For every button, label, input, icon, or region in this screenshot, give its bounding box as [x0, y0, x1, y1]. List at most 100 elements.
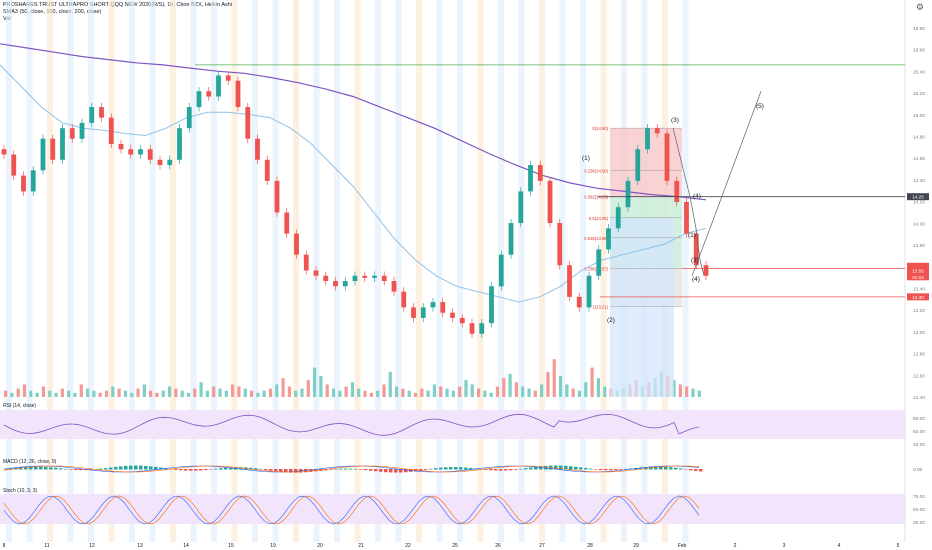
stoch-pane[interactable]: Stoch (10, 3, 3) 75.00 50.00 25.00 [3, 488, 925, 526]
candle-body [323, 275, 329, 282]
session-stripe [682, 0, 689, 542]
candle-body [274, 180, 280, 213]
candle-body [303, 254, 309, 271]
volume-bar [338, 390, 342, 397]
macd-hist-bar [614, 469, 618, 471]
macd-hist-bar [309, 469, 313, 472]
volume-bar [79, 384, 83, 397]
macd-hist-bar [69, 469, 73, 470]
macd-hist-bar [434, 468, 438, 470]
fib-label: 0.618(13.86) [584, 236, 608, 241]
macd-hist-bar [459, 467, 463, 470]
macd-hist-bar [624, 468, 628, 470]
volume-bar [363, 390, 367, 397]
macd-hist-bar [674, 467, 678, 470]
macd-hist-bar [109, 467, 113, 470]
volume-bar [344, 386, 348, 397]
session-stripe [67, 0, 74, 542]
macd-hist-bar [149, 466, 153, 470]
settings-icon[interactable]: ⚙ [915, 2, 924, 12]
time-tick: 22 [405, 543, 411, 549]
macd-hist-bar [439, 467, 443, 470]
macd-hist-bar [239, 467, 243, 470]
volume-bar [521, 386, 525, 397]
fib-label: 1(13.21) [592, 304, 608, 309]
session-stripe [354, 0, 361, 542]
candle-body [703, 265, 709, 276]
candle-body [606, 228, 611, 250]
volume-bar [571, 388, 575, 397]
macd-hist-bar [29, 466, 33, 470]
candle-body [99, 107, 104, 118]
price-tick: 15.40 [913, 69, 925, 75]
candle-body [693, 233, 699, 266]
volume-bar [212, 386, 216, 397]
candle-body [177, 128, 182, 160]
candle-body [30, 170, 36, 192]
volume-bar [123, 390, 128, 397]
session-stripe [580, 0, 586, 542]
projection-line [691, 91, 762, 276]
macd-hist-bar [89, 469, 93, 470]
macd-hist-bar [564, 465, 568, 470]
macd-hist-bar [584, 468, 588, 470]
price-tick: 12.40 [913, 395, 925, 401]
macd-hist-bar [469, 467, 473, 470]
time-tick: 19 [270, 543, 276, 549]
horizontal-levels[interactable] [195, 64, 905, 298]
candle-body [450, 312, 455, 318]
volume-bar [256, 392, 260, 397]
macd-hist-bar [669, 467, 673, 470]
macd-hist-bar [144, 465, 148, 470]
price-axis[interactable]: 15.80 15.60 15.40 15.20 15.00 14.80 14.60 14.40… [907, 26, 929, 401]
session-stripe [518, 0, 525, 542]
candle-body [255, 138, 260, 160]
macd-hist-bar [329, 469, 333, 470]
volume-bar [577, 390, 582, 397]
macd-hist-bar [424, 469, 428, 470]
macd-hist-bar [44, 466, 48, 470]
macd-hist-bar [279, 469, 283, 472]
session-stripe [108, 0, 115, 542]
volume-bar [287, 386, 291, 397]
macd-pane[interactable]: MACD (12, 26, close, 9) 0.00 [3, 459, 923, 473]
session-stripe [211, 0, 217, 542]
candle-body [1, 149, 7, 155]
volume-bar [388, 371, 392, 397]
macd-hist-bar [639, 467, 643, 470]
macd-hist-bar [519, 468, 523, 470]
rsi-pane[interactable]: RSI (14, close) 80.00 60.00 40.00 [3, 403, 925, 448]
candle-body [333, 281, 338, 287]
candle-body [440, 302, 446, 313]
macd-hist-bar [524, 468, 528, 470]
macd-hist-bar [59, 468, 63, 470]
macd-hist-bar [4, 469, 8, 470]
volume-bar [41, 386, 46, 397]
volume-bar [174, 388, 178, 397]
candle-body [40, 138, 46, 171]
volume-bar [445, 388, 449, 397]
time-tick: Feb [678, 543, 687, 549]
volume-bar [350, 382, 355, 397]
macd-hist-bar [599, 469, 603, 470]
volume-bar [470, 384, 474, 397]
fib-zone [610, 196, 682, 218]
macd-hist-bar [394, 469, 398, 473]
session-stripe [252, 0, 258, 542]
elliott-wave-labels[interactable]: (1) (2) (3) (4) (5) (1) (3) (4) [582, 103, 764, 324]
macd-hist-bar [259, 468, 263, 470]
macd-hist-bar [189, 469, 193, 471]
candle-body [138, 149, 143, 155]
candle-body [489, 286, 494, 324]
time-tick: 29 [633, 543, 639, 549]
price-tick: 15.20 [913, 91, 925, 97]
session-stripe [272, 0, 279, 542]
fib-zone [610, 170, 682, 197]
time-axis[interactable]: 8 11 12 13 14 15 19 20 21 22 25 26 27 28 29 Feb 2 3 4 5 [3, 543, 900, 549]
macd-hist-bar [159, 467, 163, 470]
volume-bar [439, 386, 443, 397]
macd-hist-bar [274, 469, 278, 472]
macd-hist-bar [619, 469, 623, 470]
session-stripe [293, 0, 299, 542]
